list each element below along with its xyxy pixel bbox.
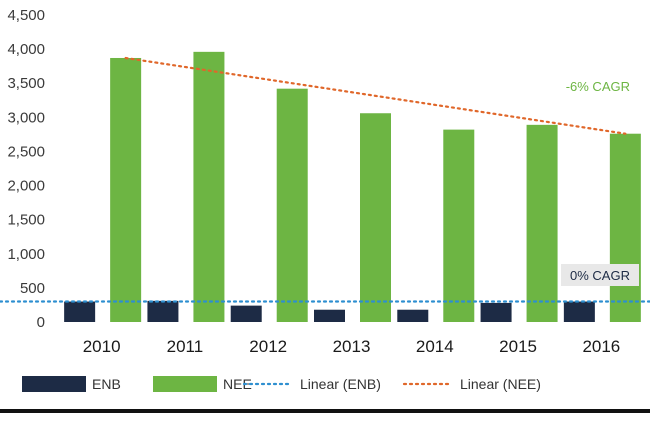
y-tick-label: 1,500 bbox=[7, 212, 45, 229]
bar-enb-2010 bbox=[64, 301, 96, 322]
y-tick-label: 3,000 bbox=[7, 109, 45, 126]
annotation-nee-cagr: -6% CAGR bbox=[566, 79, 630, 94]
x-tick-label: 2011 bbox=[167, 337, 204, 356]
y-tick-label: 2,000 bbox=[7, 178, 45, 195]
y-tick-label: 2,500 bbox=[7, 143, 45, 160]
x-tick-label: 2014 bbox=[416, 337, 454, 356]
legend-swatch-enb bbox=[22, 376, 86, 392]
trendlines bbox=[0, 56, 650, 303]
y-tick-label: 3,500 bbox=[7, 75, 45, 92]
legend-label-linear-enb: Linear (ENB) bbox=[300, 376, 381, 392]
x-tick-label: 2012 bbox=[249, 337, 287, 356]
x-tick-label: 2013 bbox=[333, 337, 371, 356]
bar-enb-2014 bbox=[397, 309, 429, 322]
bar-enb-2011 bbox=[147, 300, 179, 322]
y-axis-ticks: 0 500 1,000 1,500 2,000 2,500 3,000 3,500 4,000 4… bbox=[7, 7, 45, 331]
legend-label-linear-nee: Linear (NEE) bbox=[460, 376, 541, 392]
bar-nee-2016 bbox=[609, 133, 641, 322]
bar-nee-2011 bbox=[193, 51, 225, 323]
y-tick-label: 500 bbox=[20, 280, 45, 297]
legend: ENB NEE Linear (ENB) Linear (NEE) bbox=[22, 376, 541, 392]
y-tick-label: 4,000 bbox=[7, 41, 45, 58]
x-tick-label: 2016 bbox=[582, 337, 620, 356]
bar-enb-2015 bbox=[480, 302, 512, 322]
trendline-nee bbox=[124, 56, 627, 135]
bar-nee-2012 bbox=[276, 88, 308, 323]
y-tick-label: 4,500 bbox=[7, 7, 45, 24]
bar-enb-2012 bbox=[230, 305, 262, 322]
annotations: -6% CAGR 0% CAGR bbox=[561, 79, 639, 286]
y-tick-label: 0 bbox=[37, 314, 45, 331]
bar-nee-2013 bbox=[360, 113, 391, 323]
bar-nee-2014 bbox=[443, 129, 475, 322]
bar-enb-2013 bbox=[314, 309, 345, 322]
bars bbox=[64, 51, 641, 323]
bar-nee-2010 bbox=[110, 57, 142, 322]
bar-enb-2016 bbox=[563, 301, 595, 322]
y-tick-label: 1,000 bbox=[7, 246, 45, 263]
x-axis-ticks: 2010 2011 2012 2013 2014 2015 2016 bbox=[83, 337, 621, 356]
x-tick-label: 2015 bbox=[499, 337, 537, 356]
legend-label-nee: NEE bbox=[223, 376, 252, 392]
legend-label-enb: ENB bbox=[92, 376, 121, 392]
bottom-rule bbox=[0, 409, 650, 413]
x-tick-label: 2010 bbox=[83, 337, 121, 356]
annotation-enb-cagr-box bbox=[561, 264, 639, 286]
legend-swatch-nee bbox=[153, 376, 217, 392]
bar-nee-2015 bbox=[526, 124, 558, 323]
annotation-enb-cagr: 0% CAGR bbox=[570, 268, 630, 283]
